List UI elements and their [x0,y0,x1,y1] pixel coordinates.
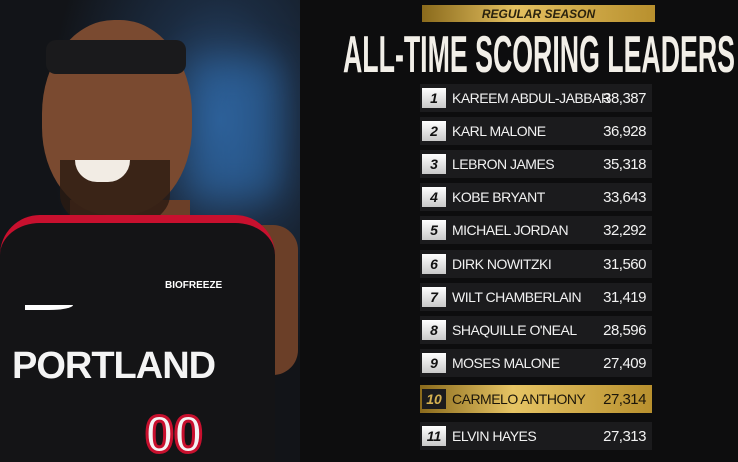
banner-text: REGULAR SEASON [481,6,596,21]
list-item: 5 MICHAEL JORDAN 32,292 [420,216,652,244]
points-value: 32,292 [603,221,646,239]
rank-badge: 5 [422,220,446,240]
points-value: 38,387 [603,89,646,107]
player-name: KAREEM ABDUL-JABBAR [452,90,611,106]
jersey-text: PORTLAND [12,345,216,387]
list-item: 3 LEBRON JAMES 35,318 [420,150,652,178]
rank-badge: 3 [422,154,446,174]
points-value: 27,409 [603,354,646,372]
player-name: KARL MALONE [452,123,546,139]
rank-badge: 7 [422,287,446,307]
rank-badge: 8 [422,320,446,340]
player-name: LEBRON JAMES [452,156,555,172]
points-value: 31,419 [603,288,646,306]
player-name: CARMELO ANTHONY [452,391,586,407]
player-name: DIRK NOWITZKI [452,256,552,272]
rank-badge: 6 [422,254,446,274]
points-value: 35,318 [603,155,646,173]
list-item: 1 KAREEM ABDUL-JABBAR 38,387 [420,84,652,112]
rank-badge: 2 [422,121,446,141]
player-name: SHAQUILLE O'NEAL [452,322,577,338]
rank-badge: 4 [422,187,446,207]
swoosh-logo-icon [25,300,73,310]
player-name: WILT CHAMBERLAIN [452,289,582,305]
smile [75,160,130,182]
player-name: MOSES MALONE [452,355,560,371]
page-title-text: ALL-TIME SCORING LEADERS [343,26,735,78]
list-item: 9 MOSES MALONE 27,409 [420,349,652,377]
points-value: 27,314 [603,390,646,408]
list-item: 7 WILT CHAMBERLAIN 31,419 [420,283,652,311]
points-value: 28,596 [603,321,646,339]
page-title: ALL-TIME SCORING LEADERS [343,26,735,78]
jersey [0,215,275,462]
rank-badge: 9 [422,353,446,373]
jersey-number: 00 [144,405,205,462]
rank-badge: 11 [422,426,446,446]
list-item: 2 KARL MALONE 36,928 [420,117,652,145]
list-item: 6 DIRK NOWITZKI 31,560 [420,250,652,278]
rank-badge: 10 [422,389,446,409]
points-value: 31,560 [603,255,646,273]
sponsor-patch: BIOFREEZE [165,280,223,291]
list-item: 4 KOBE BRYANT 33,643 [420,183,652,211]
season-banner: REGULAR SEASON [422,5,655,22]
player-name: ELVIN HAYES [452,428,537,444]
rank-badge: 1 [422,88,446,108]
headband [46,40,186,74]
list-item: 10 CARMELO ANTHONY 27,314 [420,385,652,413]
player-name: KOBE BRYANT [452,189,545,205]
points-value: 36,928 [603,122,646,140]
list-item: 8 SHAQUILLE O'NEAL 28,596 [420,316,652,344]
player-name: MICHAEL JORDAN [452,222,569,238]
list-item: 11 ELVIN HAYES 27,313 [420,422,652,450]
points-value: 27,313 [603,427,646,445]
background-light [190,60,280,200]
points-value: 33,643 [603,188,646,206]
player-photo: BIOFREEZE PORTLAND 00 [0,0,300,462]
